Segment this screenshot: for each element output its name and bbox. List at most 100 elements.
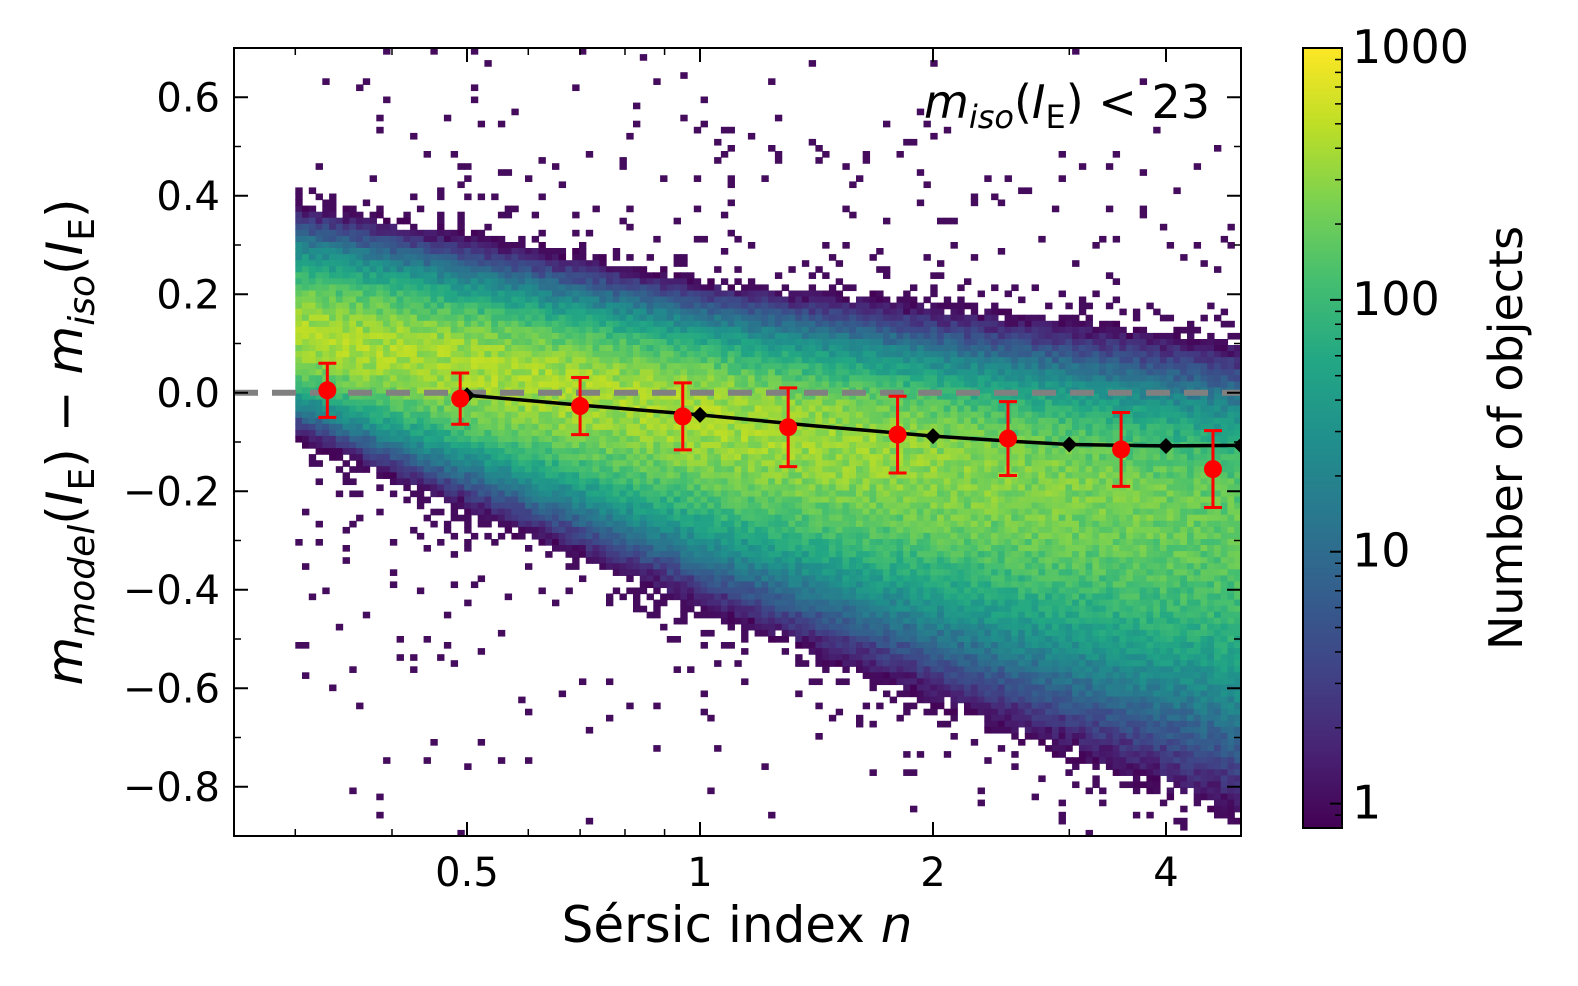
density-cell bbox=[619, 496, 627, 504]
density-cell bbox=[876, 387, 884, 395]
density-cell bbox=[822, 290, 830, 298]
density-cell bbox=[666, 399, 675, 407]
density-cell bbox=[889, 484, 898, 492]
density-cell bbox=[835, 320, 844, 328]
density-cell bbox=[497, 454, 506, 461]
density-cell bbox=[680, 278, 688, 285]
density-cell bbox=[403, 284, 411, 292]
density-cell bbox=[876, 605, 884, 613]
density-cell bbox=[430, 326, 438, 334]
density-cell bbox=[619, 320, 627, 328]
density-cell bbox=[876, 363, 884, 370]
density-cell bbox=[552, 345, 560, 352]
density-cell bbox=[389, 223, 398, 231]
density-cell bbox=[693, 429, 702, 437]
density-cell bbox=[369, 429, 377, 437]
density-cell bbox=[349, 278, 357, 285]
density-cell bbox=[687, 454, 695, 461]
density-cell bbox=[579, 351, 587, 358]
density-cell bbox=[565, 363, 573, 370]
density-cell bbox=[558, 296, 567, 304]
density-cell bbox=[633, 345, 641, 352]
density-cell bbox=[653, 702, 661, 710]
density-cell bbox=[876, 405, 884, 413]
density-cell bbox=[322, 345, 330, 352]
density-cell bbox=[822, 320, 830, 328]
density-cell bbox=[396, 654, 404, 661]
density-cell bbox=[626, 320, 634, 328]
density-cell bbox=[585, 151, 594, 158]
density-cell bbox=[403, 454, 411, 461]
density-cell bbox=[680, 539, 688, 546]
density-cell bbox=[693, 496, 702, 504]
density-cell bbox=[856, 569, 864, 576]
density-cell bbox=[849, 472, 857, 479]
density-cell bbox=[464, 242, 472, 249]
density-cell bbox=[599, 423, 607, 431]
density-cell bbox=[889, 599, 898, 607]
density-cell bbox=[315, 363, 323, 370]
density-cell bbox=[856, 617, 864, 625]
density-cell bbox=[849, 526, 857, 534]
density-cell bbox=[747, 514, 756, 522]
density-cell bbox=[646, 393, 654, 401]
density-cell bbox=[815, 593, 823, 601]
density-cell bbox=[497, 484, 506, 492]
density-cell bbox=[876, 296, 884, 304]
density-cell bbox=[592, 460, 600, 467]
density-cell bbox=[531, 484, 540, 492]
density-cell bbox=[437, 405, 445, 413]
density-cell bbox=[322, 78, 330, 85]
density-cell bbox=[349, 435, 357, 443]
density-cell bbox=[862, 369, 871, 376]
density-cell bbox=[410, 132, 418, 140]
density-cell bbox=[362, 229, 371, 237]
density-cell bbox=[626, 466, 634, 473]
density-cell bbox=[747, 278, 756, 285]
density-cell bbox=[464, 272, 472, 279]
density-cell bbox=[308, 254, 317, 261]
density-cell bbox=[687, 508, 695, 516]
density-cell bbox=[450, 478, 459, 486]
density-cell bbox=[862, 332, 871, 340]
density-cell bbox=[835, 508, 844, 516]
density-cell bbox=[599, 399, 607, 407]
density-cell bbox=[680, 460, 688, 467]
density-cell bbox=[633, 351, 641, 358]
density-cell bbox=[889, 520, 898, 528]
density-cell bbox=[315, 332, 323, 340]
density-cell bbox=[747, 302, 756, 310]
density-cell bbox=[720, 417, 729, 425]
density-cell bbox=[302, 411, 310, 419]
density-cell bbox=[565, 290, 573, 298]
density-cell bbox=[903, 375, 911, 382]
density-cell bbox=[714, 314, 722, 322]
density-cell bbox=[781, 557, 790, 564]
density-cell bbox=[477, 739, 486, 746]
density-cell bbox=[707, 423, 715, 431]
density-cell bbox=[396, 435, 404, 443]
density-cell bbox=[889, 545, 898, 552]
density-cell bbox=[356, 278, 364, 285]
density-cell bbox=[734, 545, 742, 552]
density-cell bbox=[707, 466, 715, 473]
density-cell bbox=[626, 496, 634, 504]
density-cell bbox=[342, 254, 350, 261]
density-cell bbox=[322, 290, 330, 298]
density-cell bbox=[497, 520, 506, 528]
density-cell bbox=[585, 381, 594, 389]
density-cell bbox=[579, 466, 587, 473]
density-cell bbox=[342, 272, 350, 279]
density-cell bbox=[727, 532, 735, 540]
density-cell bbox=[869, 508, 877, 516]
density-cell bbox=[579, 545, 587, 552]
density-cell bbox=[795, 351, 803, 358]
density-cell bbox=[768, 296, 776, 304]
density-cell bbox=[828, 387, 837, 395]
density-cell bbox=[295, 296, 303, 304]
density-cell bbox=[389, 393, 398, 401]
density-cell bbox=[606, 320, 614, 328]
density-cell bbox=[646, 514, 654, 522]
density-cell bbox=[531, 235, 540, 243]
density-cell bbox=[626, 411, 634, 419]
